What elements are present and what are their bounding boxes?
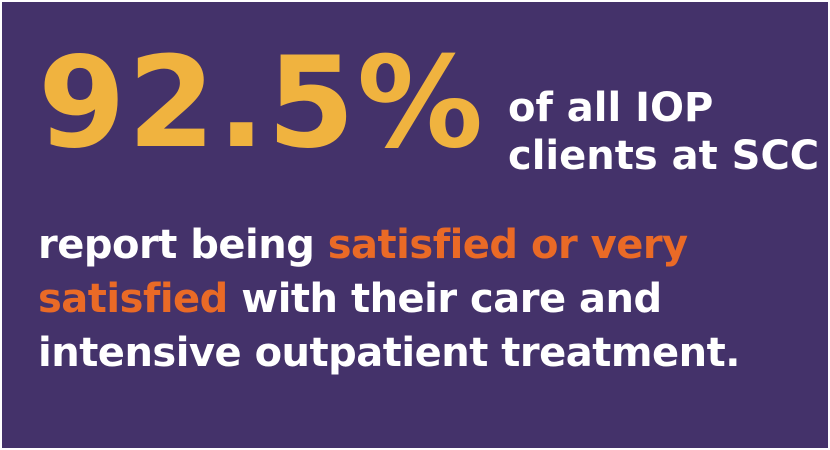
stat-caption: of all IOP clients at SCC — [508, 84, 819, 180]
statement-line-3: intensive outpatient treatment. — [38, 330, 740, 376]
statement-highlight-1: satisfied or very — [327, 222, 688, 268]
stat-caption-line-1: of all IOP — [508, 85, 714, 131]
statement-line-2-suffix: with their care and — [227, 276, 662, 322]
statement-line-1: report being satisfied or very — [38, 218, 818, 272]
statement-line-2: satisfied with their care and — [38, 272, 818, 326]
statement-line-1-prefix: report being — [38, 222, 328, 268]
stat-caption-line-2: clients at SCC — [508, 133, 820, 179]
stat-value: 92.5% — [38, 29, 486, 176]
statement-text: report being satisfied or very satisfied… — [38, 218, 818, 380]
statement-highlight-2: satisfied — [38, 276, 228, 322]
